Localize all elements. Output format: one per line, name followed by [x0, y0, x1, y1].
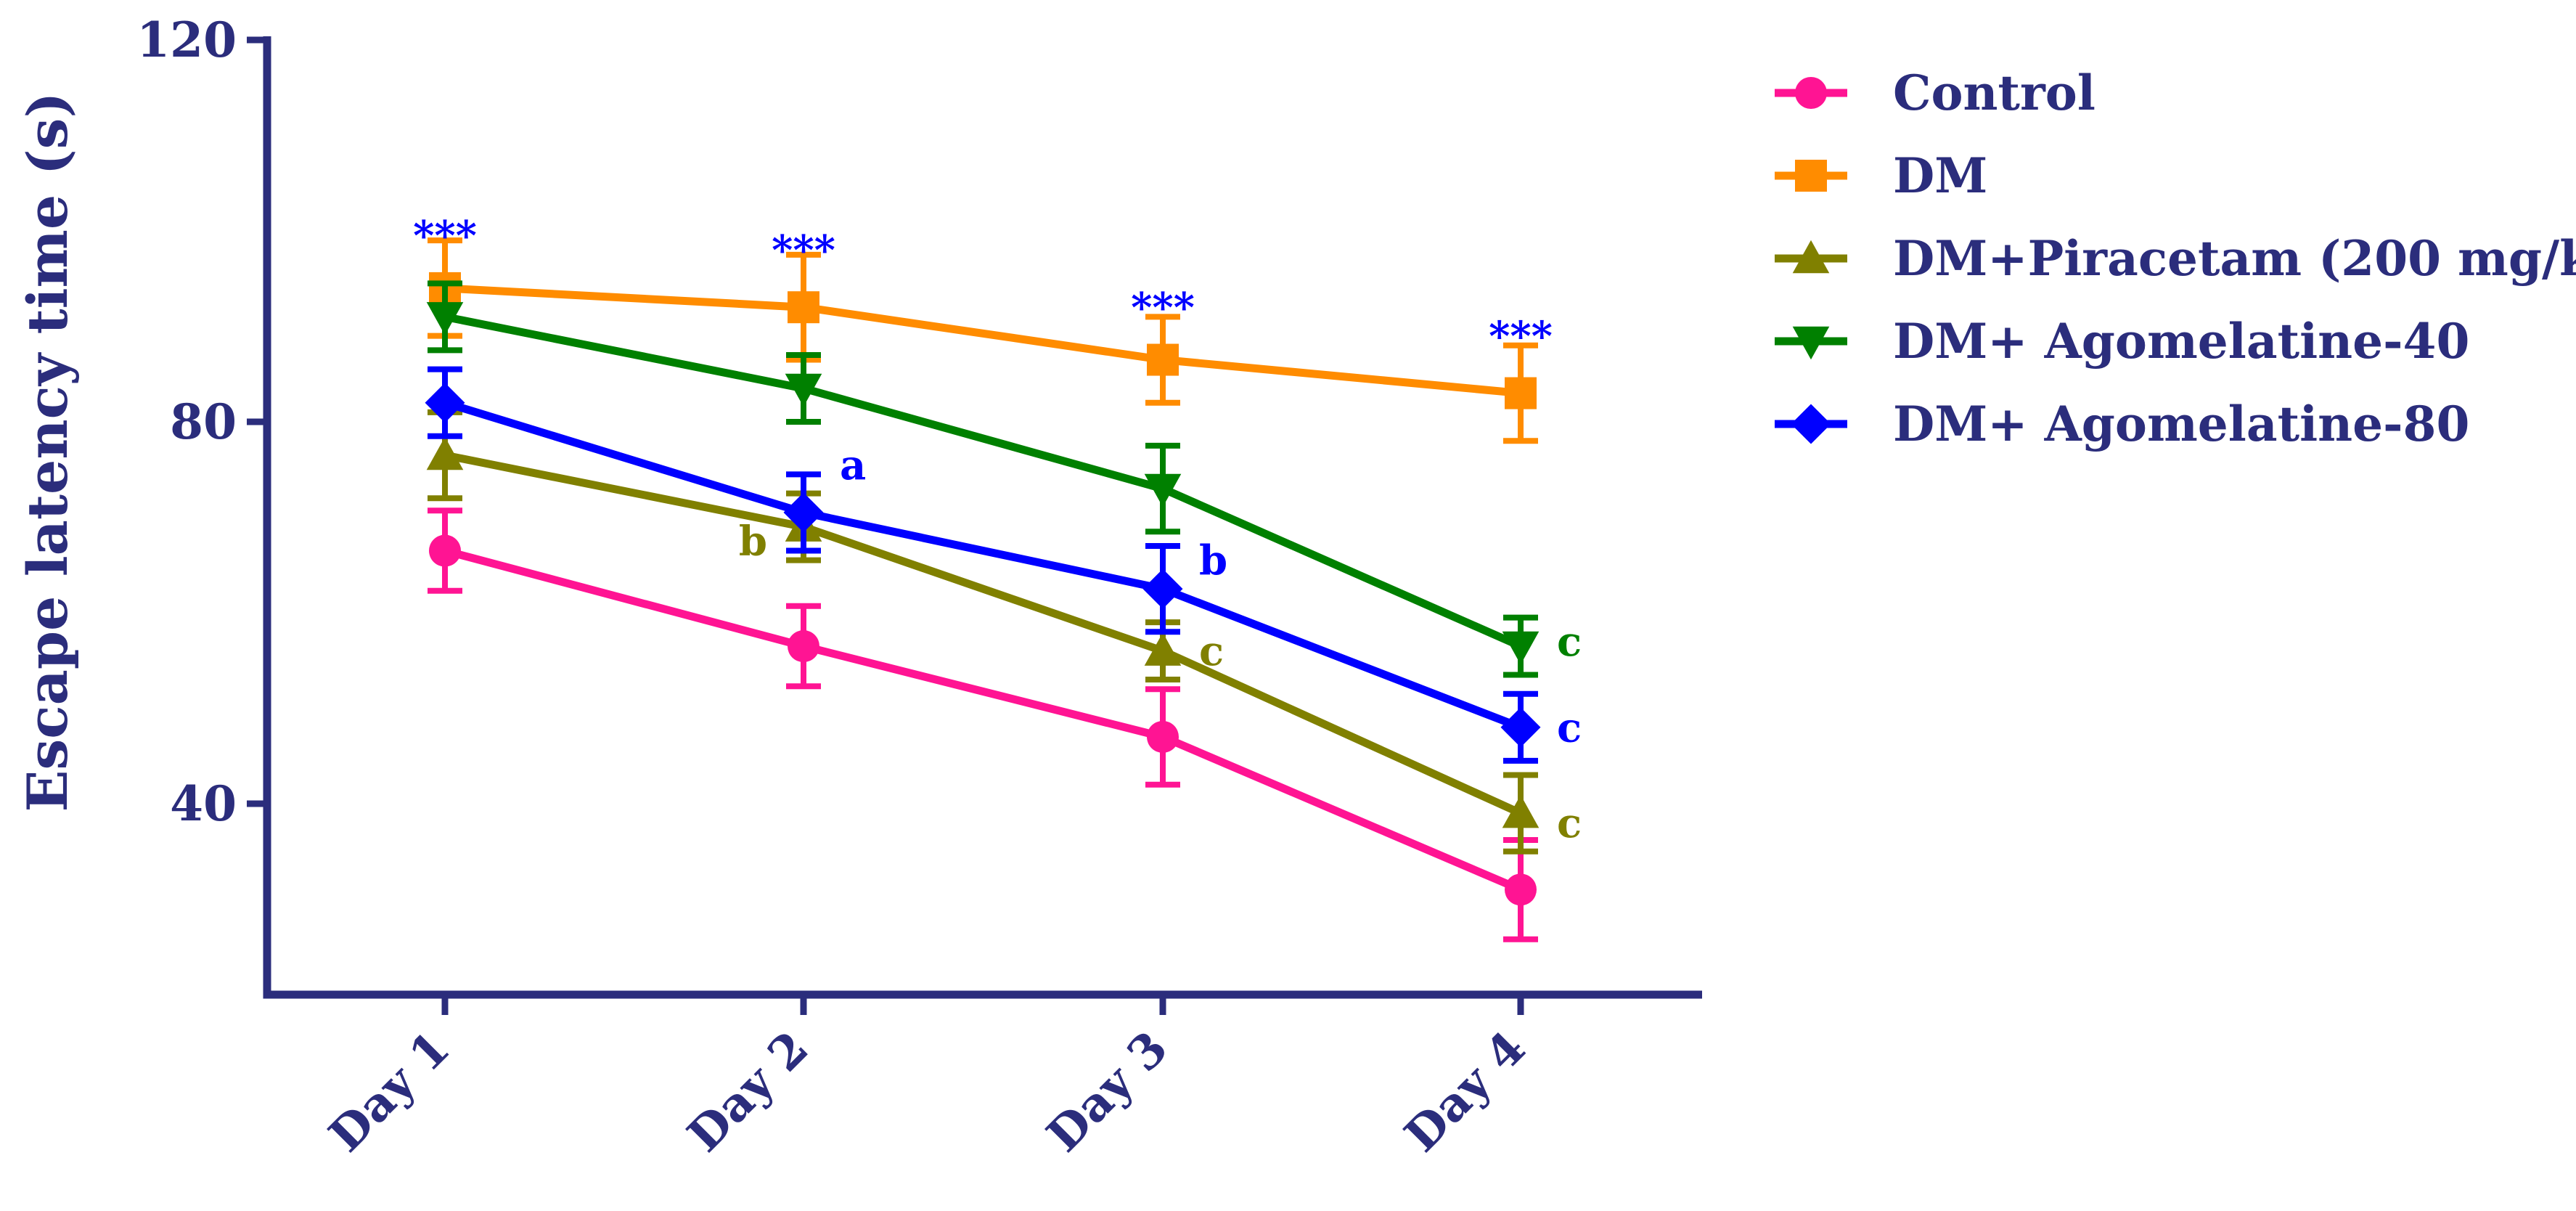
series-line [444, 284, 1521, 398]
data-point [788, 630, 819, 663]
data-point [1505, 377, 1537, 409]
x-tick-label: Day 1 [319, 1021, 460, 1162]
series-1 [428, 237, 1538, 444]
data-point [783, 492, 824, 533]
data-point [785, 373, 822, 407]
series-line [443, 451, 1523, 817]
legend-label: DM [1893, 147, 1987, 204]
data-point [1142, 568, 1183, 609]
annotation-label: c [1557, 799, 1582, 847]
series-3 [426, 280, 1540, 678]
data-point [426, 436, 464, 470]
data-point [1500, 707, 1541, 748]
legend-label: DM+ Agomelatine-80 [1893, 396, 2469, 452]
legend-label: Control [1893, 65, 2095, 121]
series-0 [428, 507, 1538, 942]
annotation-label: c [1557, 618, 1582, 666]
data-point [1147, 343, 1179, 376]
series-4 [425, 366, 1541, 764]
legend-item: DM [1775, 147, 1987, 204]
x-tick-label: Day 2 [677, 1021, 819, 1162]
data-point [1502, 631, 1540, 665]
legend-marker [1792, 240, 1830, 274]
annotation-label: b [1199, 537, 1227, 584]
annotation-label: *** [413, 212, 477, 260]
data-point [1505, 873, 1537, 906]
data-point [425, 383, 465, 423]
annotation-label: b [739, 518, 767, 566]
annotation-label: a [840, 441, 866, 489]
legend-item: DM+ Agomelatine-80 [1775, 396, 2469, 452]
y-tick-label: 120 [136, 12, 237, 68]
legend-item: Control [1775, 65, 2095, 121]
y-tick-label: 40 [170, 775, 237, 832]
y-axis-label: Escape latency time (s) [15, 92, 80, 812]
data-point [1502, 794, 1540, 828]
legend-item: DM+Piracetam (200 mg/kg) [1775, 230, 2576, 287]
axes-group: 40 80 120 Day 1 Day 2 Day 3 Day 4 [136, 12, 1702, 1162]
x-tick-label: Day 3 [1036, 1021, 1178, 1162]
series-line [443, 399, 1522, 731]
data-point [1144, 473, 1182, 507]
data-point [788, 291, 819, 324]
legend-marker [1791, 404, 1831, 444]
legend-label: DM+Piracetam (200 mg/kg) [1893, 230, 2576, 287]
data-point [1144, 632, 1182, 666]
legend-marker [1792, 326, 1830, 360]
legend-item: DM+ Agomelatine-40 [1775, 313, 2469, 370]
data-point [1147, 720, 1179, 753]
series-line [443, 547, 1523, 894]
data-point [429, 534, 461, 567]
series-group [425, 237, 1541, 942]
annotation-label: *** [1131, 284, 1195, 332]
series-line [443, 312, 1523, 651]
annotation-label: *** [772, 227, 835, 274]
series-2 [426, 409, 1540, 855]
legend-label: DM+ Agomelatine-40 [1893, 313, 2469, 370]
y-tick-label: 80 [170, 394, 237, 450]
annotations-group: *** *********ab bc ccc [413, 212, 1582, 847]
legend: Control DM DM+Piracetam (200 mg/kg) DM+ Ago… [1775, 65, 2576, 452]
annotation-label: *** [1489, 312, 1553, 360]
x-tick-label: Day 4 [1394, 1021, 1536, 1162]
annotation-label: c [1199, 627, 1224, 675]
legend-marker [1795, 160, 1827, 192]
y-axis-label-group: Escape latency time (s) [15, 92, 80, 812]
annotation-label: c [1557, 704, 1582, 751]
data-point [426, 302, 464, 335]
legend-marker [1795, 77, 1827, 109]
